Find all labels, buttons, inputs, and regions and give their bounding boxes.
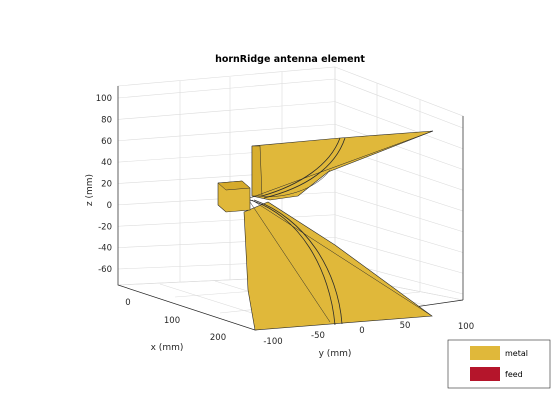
z-gridline [334,214,464,253]
z-gridline [117,78,336,99]
z-axis-label: z (mm) [85,174,95,206]
legend-label-metal: metal [505,349,528,358]
z-tick-label: 20 [101,180,112,190]
z-gridline [117,123,336,142]
lower-horn-plate [243,201,433,331]
y-tick-label: 100 [458,322,474,332]
z-tick-label: -60 [98,265,112,275]
upper-side-face [251,145,263,197]
y-tick-label: 50 [400,321,411,331]
z-gridline [334,123,464,170]
upper-horn-plate [251,130,434,201]
z-tick-label: 80 [101,115,112,125]
z-gridline [117,101,336,120]
x-axis-label: x (mm) [151,343,184,353]
z-tick-label: 40 [101,158,112,168]
legend: metal feed [447,339,551,389]
z-tick-label: -20 [98,222,112,232]
y-tick-label: -50 [311,331,325,341]
y-tick-label: 0 [359,326,364,336]
y-axis-label: y (mm) [319,349,352,359]
y-tick-label: -100 [263,337,282,347]
legend-swatch-feed [470,367,500,381]
z-tick-label: -40 [98,244,112,254]
z-gridline [334,237,464,274]
z-gridline [117,214,336,227]
z-tick-label: 100 [96,94,112,104]
x-tick-label: 100 [164,316,180,326]
chart-title: hornRidge antenna element [215,54,365,65]
z-tick-label: 60 [101,137,112,147]
antenna-element [217,130,434,331]
y-tick-labels: -100 -50 0 50 100 [263,321,474,347]
x-tick-label: 200 [210,333,226,343]
x-tick-labels: 0 100 200 [125,298,226,343]
z-gridline [334,78,464,129]
z-gridline [334,101,464,150]
x-tick-label: 0 [125,298,130,308]
z-tick-labels: 100 80 60 40 20 0 -20 -40 -60 [96,94,112,275]
z-gridline [334,191,464,233]
legend-swatch-metal [470,346,500,360]
z-gridline [334,169,464,212]
z-tick-label: 0 [107,201,112,211]
legend-label-feed: feed [505,370,523,379]
